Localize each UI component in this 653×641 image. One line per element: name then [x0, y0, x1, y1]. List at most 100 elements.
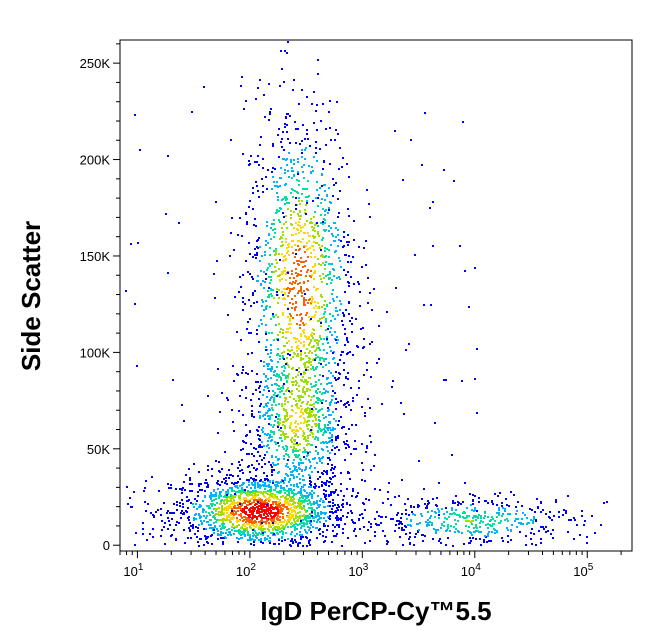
- event-dot: [220, 532, 222, 534]
- event-dot: [330, 382, 332, 384]
- event-dot: [217, 432, 219, 434]
- event-dot: [326, 470, 328, 472]
- event-dot: [308, 395, 310, 397]
- event-dot: [369, 216, 371, 218]
- event-dot: [294, 353, 296, 355]
- event-dot: [327, 424, 329, 426]
- event-dot: [307, 503, 309, 505]
- event-dot: [231, 409, 233, 411]
- event-dot: [306, 492, 308, 494]
- event-dot: [285, 532, 287, 534]
- event-dot: [256, 524, 258, 526]
- event-dot: [278, 219, 280, 221]
- event-dot: [437, 529, 439, 531]
- event-dot: [254, 515, 256, 517]
- event-dot: [258, 515, 260, 517]
- event-dot: [255, 479, 257, 481]
- event-dot: [287, 272, 289, 274]
- event-dot: [272, 524, 274, 526]
- event-dot: [303, 302, 305, 304]
- event-dot: [263, 94, 265, 96]
- event-dot: [238, 524, 240, 526]
- event-dot: [291, 240, 293, 242]
- event-dot: [268, 390, 270, 392]
- event-dot: [317, 388, 319, 390]
- event-dot: [264, 463, 266, 465]
- event-dot: [259, 385, 261, 387]
- event-dot: [265, 485, 267, 487]
- event-dot: [253, 501, 255, 503]
- event-dot: [434, 422, 436, 424]
- event-dot: [343, 231, 345, 233]
- event-dot: [332, 352, 334, 354]
- event-dot: [322, 449, 324, 451]
- event-dot: [274, 489, 276, 491]
- event-dot: [163, 526, 165, 528]
- event-dot: [287, 208, 289, 210]
- event-dot: [291, 167, 293, 169]
- event-dot: [259, 417, 261, 419]
- event-dot: [319, 476, 321, 478]
- event-dot: [311, 103, 313, 105]
- event-dot: [540, 538, 542, 540]
- event-dot: [366, 447, 368, 449]
- event-dot: [330, 227, 332, 229]
- event-dot: [300, 492, 302, 494]
- event-dot: [258, 387, 260, 389]
- event-dot: [310, 524, 312, 526]
- event-dot: [334, 475, 336, 477]
- event-dot: [403, 413, 405, 415]
- event-dot: [268, 296, 270, 298]
- event-dot: [290, 210, 292, 212]
- event-dot: [247, 321, 249, 323]
- event-dot: [287, 498, 289, 500]
- event-dot: [275, 324, 277, 326]
- event-dot: [269, 508, 271, 510]
- event-dot: [278, 289, 280, 291]
- event-dot: [313, 414, 315, 416]
- event-dot: [253, 525, 255, 527]
- event-dot: [296, 179, 298, 181]
- event-dot: [314, 211, 316, 213]
- event-dot: [313, 237, 315, 239]
- event-dot: [288, 152, 290, 154]
- event-dot: [207, 536, 209, 538]
- event-dot: [261, 517, 263, 519]
- event-dot: [287, 287, 289, 289]
- event-dot: [531, 528, 533, 530]
- event-dot: [261, 299, 263, 301]
- event-dot: [237, 501, 239, 503]
- event-dot: [335, 489, 337, 491]
- event-dot: [282, 294, 284, 296]
- event-dot: [435, 504, 437, 506]
- event-dot: [218, 497, 220, 499]
- event-dot: [230, 500, 232, 502]
- event-dot: [238, 410, 240, 412]
- event-dot: [219, 525, 221, 527]
- event-dot: [321, 281, 323, 283]
- event-dot: [271, 384, 273, 386]
- event-dot: [323, 482, 325, 484]
- event-dot: [258, 521, 260, 523]
- event-dot: [313, 241, 315, 243]
- event-dot: [264, 454, 266, 456]
- event-dot: [300, 538, 302, 540]
- event-dot: [237, 475, 239, 477]
- event-dot: [331, 467, 333, 469]
- event-dot: [214, 504, 216, 506]
- event-dot: [248, 509, 250, 511]
- event-dot: [228, 505, 230, 507]
- event-dot: [478, 514, 480, 516]
- event-dot: [373, 288, 375, 290]
- event-dot: [307, 401, 309, 403]
- event-dot: [315, 357, 317, 359]
- event-dot: [456, 514, 458, 516]
- event-dot: [316, 366, 318, 368]
- event-dot: [272, 522, 274, 524]
- event-dot: [291, 307, 293, 309]
- event-dot: [285, 117, 287, 119]
- event-dot: [540, 542, 542, 544]
- event-dot: [472, 503, 474, 505]
- event-dot: [312, 229, 314, 231]
- event-dot: [310, 520, 312, 522]
